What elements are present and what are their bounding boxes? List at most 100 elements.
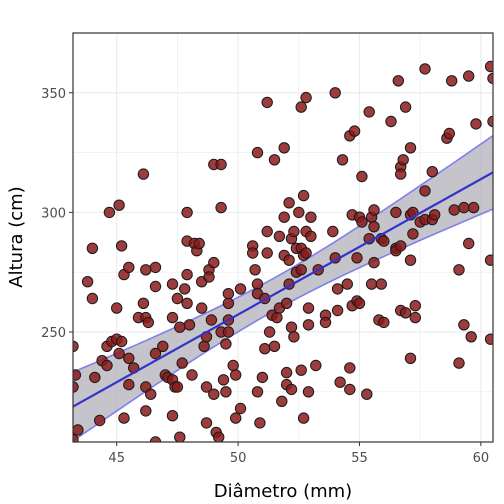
data-point xyxy=(174,431,186,442)
data-point xyxy=(278,211,290,223)
data-point xyxy=(181,297,193,309)
data-point xyxy=(115,335,128,348)
data-point xyxy=(111,302,123,314)
data-point xyxy=(426,166,438,178)
data-point xyxy=(378,235,390,247)
data-point xyxy=(208,388,220,400)
data-point xyxy=(344,383,356,396)
data-point xyxy=(251,386,264,398)
data-point xyxy=(263,326,276,338)
data-point xyxy=(101,359,113,372)
data-point xyxy=(166,278,179,290)
data-point xyxy=(280,297,293,309)
data-point xyxy=(348,125,361,137)
data-point xyxy=(251,146,264,159)
data-point xyxy=(142,316,155,329)
data-point xyxy=(166,311,179,324)
data-point xyxy=(276,395,288,407)
fit-layer xyxy=(73,171,493,408)
data-point xyxy=(251,278,264,290)
data-point xyxy=(305,230,317,243)
data-point xyxy=(331,283,344,295)
data-point xyxy=(353,297,366,309)
data-point xyxy=(404,352,417,364)
data-point xyxy=(186,369,198,381)
data-point xyxy=(484,254,493,266)
data-point xyxy=(280,366,293,379)
data-point xyxy=(453,264,465,276)
data-point xyxy=(465,331,477,343)
data-point xyxy=(113,199,125,211)
data-point xyxy=(213,431,225,442)
data-point xyxy=(375,278,387,290)
data-point xyxy=(113,347,125,360)
data-point xyxy=(368,204,380,216)
data-point xyxy=(331,304,344,317)
data-point xyxy=(404,142,417,154)
data-point xyxy=(397,154,409,166)
data-point xyxy=(399,101,412,113)
data-point xyxy=(300,91,312,104)
data-point xyxy=(295,101,307,113)
data-point xyxy=(429,209,441,221)
data-point xyxy=(484,333,493,345)
x-tick-label: 60 xyxy=(473,451,490,466)
data-point xyxy=(295,364,307,376)
x-axis: 45 50 55 60 xyxy=(108,442,489,466)
data-point xyxy=(249,264,261,276)
data-point xyxy=(123,378,135,391)
data-point xyxy=(356,170,368,183)
data-point xyxy=(484,60,493,73)
data-point xyxy=(200,417,213,429)
y-axis: 250 300 350 xyxy=(41,87,73,341)
data-point xyxy=(261,96,273,109)
data-point xyxy=(283,254,295,266)
data-point xyxy=(118,412,130,424)
data-point xyxy=(123,352,135,364)
data-point xyxy=(230,369,242,381)
data-point xyxy=(368,221,380,233)
data-point xyxy=(363,106,375,118)
data-point xyxy=(310,359,322,372)
data-point xyxy=(86,292,99,305)
data-point xyxy=(399,307,412,319)
data-point xyxy=(395,168,407,180)
data-point xyxy=(283,197,295,209)
data-point xyxy=(295,264,307,276)
data-point xyxy=(208,256,220,269)
data-point xyxy=(115,240,128,252)
data-point xyxy=(261,247,273,259)
data-point xyxy=(94,414,106,427)
data-point xyxy=(302,302,315,314)
data-point xyxy=(196,302,208,314)
data-point xyxy=(288,331,300,343)
data-point xyxy=(463,70,475,82)
data-point xyxy=(137,168,150,180)
data-point xyxy=(288,225,300,238)
data-point xyxy=(203,271,215,283)
y-tick-label: 350 xyxy=(41,87,66,102)
data-point xyxy=(356,216,368,228)
data-point xyxy=(220,338,232,350)
data-point xyxy=(234,402,247,415)
regression-line xyxy=(73,171,493,408)
data-point xyxy=(453,357,465,369)
data-point xyxy=(273,230,286,243)
x-axis-title: Diâmetro (mm) xyxy=(214,481,352,502)
data-point xyxy=(278,142,290,154)
confidence-band-upper xyxy=(73,135,493,373)
data-point xyxy=(390,206,402,219)
data-point xyxy=(458,201,470,214)
data-point xyxy=(368,256,380,269)
data-point xyxy=(149,347,162,360)
y-axis-title: Altura (cm) xyxy=(6,186,27,287)
data-point xyxy=(344,362,356,374)
data-point xyxy=(271,311,283,324)
data-point xyxy=(179,283,191,295)
data-point xyxy=(297,189,310,202)
data-point xyxy=(392,75,404,87)
data-point xyxy=(183,319,196,331)
x-tick-label: 55 xyxy=(351,451,368,466)
data-point xyxy=(140,405,152,417)
